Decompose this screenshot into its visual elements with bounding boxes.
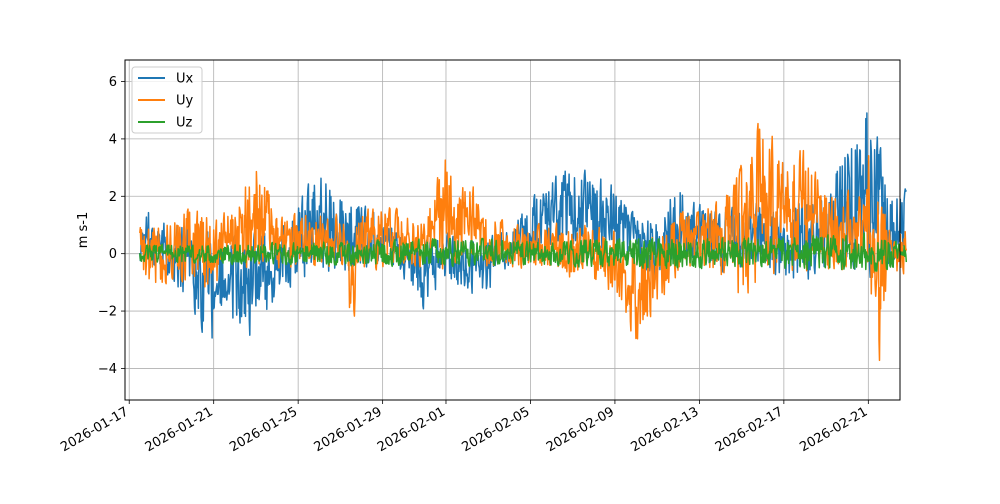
x-tick-label: 2026-02-05 [460,404,533,455]
series-line-uy [139,122,908,362]
y-axis-label: m s-1 [76,212,91,249]
x-axis: 2026-01-17 2026-01-21 2026-01-25 2026-01-29… [58,400,870,455]
series-line-uz [139,232,908,272]
x-tick-label: 2026-02-17 [713,404,786,455]
legend-box [131,66,203,134]
y-tick-label: 6 [109,75,117,90]
y-tick-label: 4 [109,132,117,147]
x-tick-label: 2026-01-25 [227,404,300,455]
y-tick-label: −2 [98,305,117,320]
x-tick-label: 2026-02-13 [628,404,701,455]
y-tick-label: 0 [109,247,117,262]
x-tick-label: 2026-02-09 [544,404,617,455]
plot-frame [124,59,901,401]
y-tick-label: −4 [98,362,117,377]
legend-label-ux: Ux [176,72,194,87]
x-tick-label: 2026-02-01 [375,404,448,455]
y-tick-label: 2 [109,190,117,205]
x-tick-label: 2026-02-21 [797,404,870,455]
x-tick-label: 2026-01-17 [58,404,131,455]
series-layer [139,112,908,362]
y-axis: 6 4 2 0 −2 −4 [98,75,125,377]
x-tick-label: 2026-01-29 [312,404,385,455]
legend: Ux Uy Uz [131,66,203,134]
x-tick-label: 2026-01-21 [143,404,216,455]
legend-label-uz: Uz [176,116,193,131]
legend-label-uy: Uy [176,94,194,109]
